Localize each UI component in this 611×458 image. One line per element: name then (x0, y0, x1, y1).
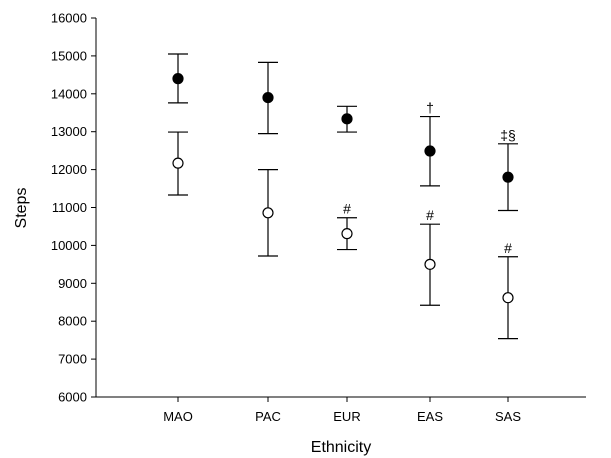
significance-marker: # (504, 240, 512, 256)
y-tick-label: 16000 (51, 11, 87, 26)
data-point (341, 113, 353, 125)
data-point (424, 145, 436, 157)
x-tick-label-eas: EAS (417, 409, 443, 424)
y-tick-label: 7000 (58, 352, 87, 367)
y-tick-label: 12000 (51, 162, 87, 177)
significance-marker: ‡§ (500, 127, 516, 143)
y-tick-label: 6000 (58, 390, 87, 405)
x-tick-label-eur: EUR (333, 409, 360, 424)
y-axis-title: Steps (13, 188, 30, 229)
data-point (341, 228, 353, 240)
y-tick-label: 11000 (52, 200, 87, 215)
x-tick-label-sas: SAS (495, 409, 521, 424)
data-point (172, 73, 184, 85)
data-point (262, 91, 274, 104)
data-points (172, 73, 514, 304)
significance-marker: † (426, 100, 434, 116)
x-axis-title: Ethnicity (311, 439, 371, 456)
data-point (424, 258, 436, 270)
data-point (172, 157, 184, 169)
x-tick-label-mao: MAO (163, 409, 193, 424)
data-point (502, 171, 514, 183)
data-point (262, 207, 274, 219)
data-point (502, 292, 514, 304)
annotations: # # # † ‡§ (343, 100, 516, 256)
x-tick-label-pac: PAC (255, 409, 281, 424)
y-tick-label: 8000 (58, 314, 87, 329)
y-tick-label: 13000 (51, 124, 87, 139)
significance-marker: # (343, 201, 351, 217)
significance-marker: # (426, 207, 434, 223)
y-tick-label: 10000 (51, 238, 87, 253)
y-tick-label: 9000 (58, 276, 87, 291)
y-tick-label: 15000 (51, 48, 87, 63)
x-ticks: MAO PAC EUR EAS SAS (163, 397, 521, 424)
error-bars (168, 53, 518, 340)
y-tick-label: 14000 (51, 86, 87, 101)
axes (95, 18, 586, 398)
y-ticks: 6000 7000 8000 9000 10000 11000 12000 13000 1400… (51, 11, 96, 405)
